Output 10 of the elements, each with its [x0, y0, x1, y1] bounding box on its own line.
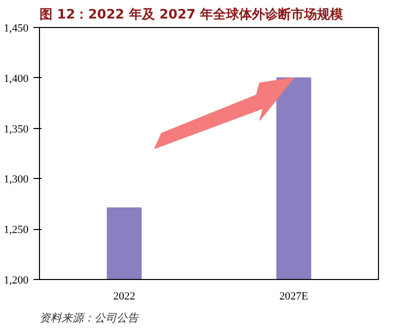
x-tick-label: 2022: [113, 290, 136, 302]
chart-title: 图 12：2022 年及 2027 年全球体外诊断市场规模: [40, 6, 344, 22]
y-tick-label: 1,450: [4, 22, 29, 34]
text: 资料来源：公司公告: [40, 312, 140, 324]
y-tick-label: 1,400: [4, 72, 29, 85]
y-tick-label: 1,250: [4, 224, 29, 236]
x-tick-label: 2027E: [279, 290, 308, 302]
y-tick-label: 1,300: [4, 174, 29, 186]
y-tick-label: 1,200: [4, 274, 29, 286]
y-tick-label: 1,350: [4, 123, 29, 136]
